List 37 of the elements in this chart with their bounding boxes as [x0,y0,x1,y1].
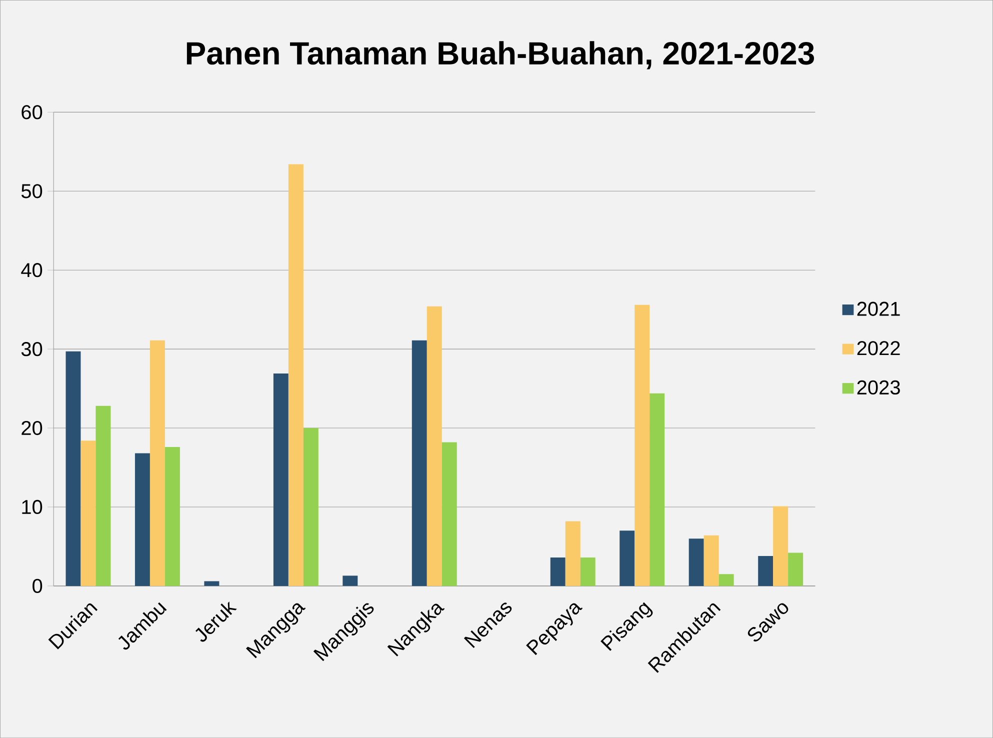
y-tick-label: 50 [21,184,42,198]
bar [773,506,788,586]
y-tick-label: 0 [32,578,42,593]
bar [704,535,719,586]
bar [634,304,650,586]
bar [273,373,288,586]
bar [204,581,220,586]
bar [80,440,96,586]
legend-label: 2022 [857,341,900,356]
bar [442,442,457,586]
bar [426,306,442,586]
y-tick-label: 40 [21,262,42,278]
bar [288,164,304,586]
bar [550,557,566,586]
bar [688,538,704,586]
bar [580,557,596,586]
bar [303,428,318,586]
y-tick-label: 10 [22,500,42,514]
y-tick-label: 30 [21,342,42,356]
bar [134,453,150,586]
y-tick-label: 60 [22,105,42,120]
bar [718,574,734,586]
bar [342,576,358,586]
bar [788,552,804,586]
bar [565,521,580,586]
bar [650,393,665,586]
bar [758,556,774,586]
bar [412,340,427,586]
legend-label: 2021 [857,302,900,316]
y-tick-label: 20 [22,420,42,436]
bar [164,446,180,586]
bar [150,340,165,586]
bar [66,351,81,586]
chart-title: Panen Tanaman Buah-Buahan, 2021-2023 [186,41,814,70]
legend-label: 2023 [857,380,900,394]
bar [96,406,111,586]
bar [620,530,635,586]
